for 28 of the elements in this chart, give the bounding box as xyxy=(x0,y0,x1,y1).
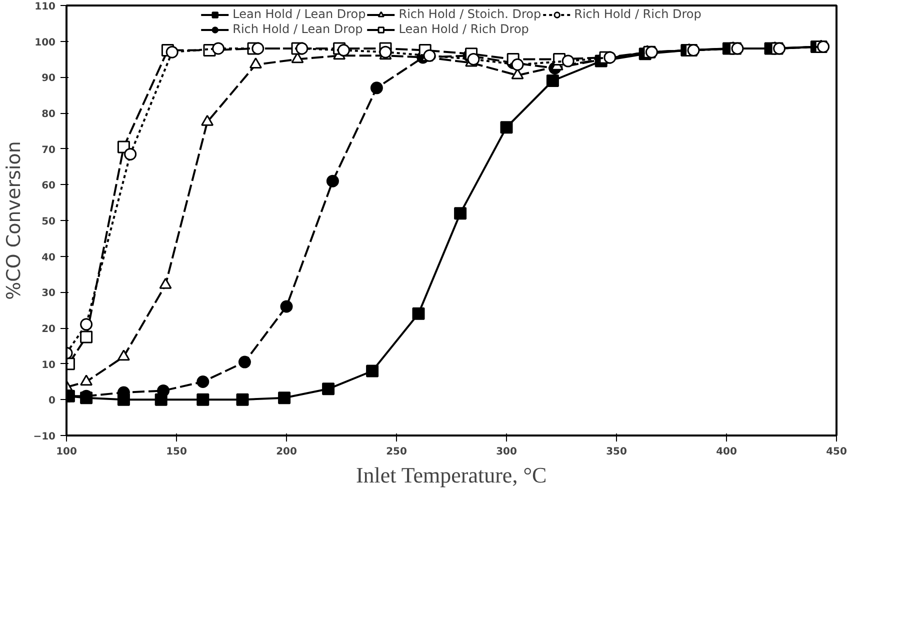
y-tick-label: 80 xyxy=(42,109,56,120)
legend-label: Rich Hold / Lean Drop xyxy=(232,22,363,36)
y-tick-label: 50 xyxy=(42,216,56,228)
x-tick-label: 200 xyxy=(276,446,297,458)
x-tick-label: 400 xyxy=(716,446,737,458)
x-tick-label: 450 xyxy=(826,446,847,458)
y-axis-title: %CO Conversion xyxy=(3,141,26,300)
x-tick-label: 300 xyxy=(496,446,517,458)
y-tick-label: 110 xyxy=(34,2,56,12)
legend-label: Rich Hold / Rich Drop xyxy=(574,7,702,21)
y-tick-label: 20 xyxy=(42,324,56,335)
y-tick-label: 10 xyxy=(42,360,56,371)
y-tick-label: 70 xyxy=(42,144,56,156)
y-tick-label: 60 xyxy=(42,180,56,192)
x-tick-label: 100 xyxy=(56,446,77,458)
y-tick-label: 40 xyxy=(42,252,56,264)
legend-label: Lean Hold / Rich Drop xyxy=(398,22,529,36)
y-tick-label: 90 xyxy=(42,73,56,84)
y-tick-label: 0 xyxy=(48,396,56,407)
y-tick-label: 30 xyxy=(42,288,56,300)
legend-label: Lean Hold / Lean Drop xyxy=(232,7,366,21)
legend-label: Rich Hold / Stoich. Drop xyxy=(398,7,542,21)
x-tick-label: 350 xyxy=(606,446,627,458)
x-tick-label: 150 xyxy=(166,446,187,458)
x-axis-title: Inlet Temperature, °C xyxy=(356,462,547,488)
y-tick-label: −10 xyxy=(33,432,56,442)
x-tick-label: 250 xyxy=(386,446,407,458)
y-tick-label: 100 xyxy=(34,37,56,48)
